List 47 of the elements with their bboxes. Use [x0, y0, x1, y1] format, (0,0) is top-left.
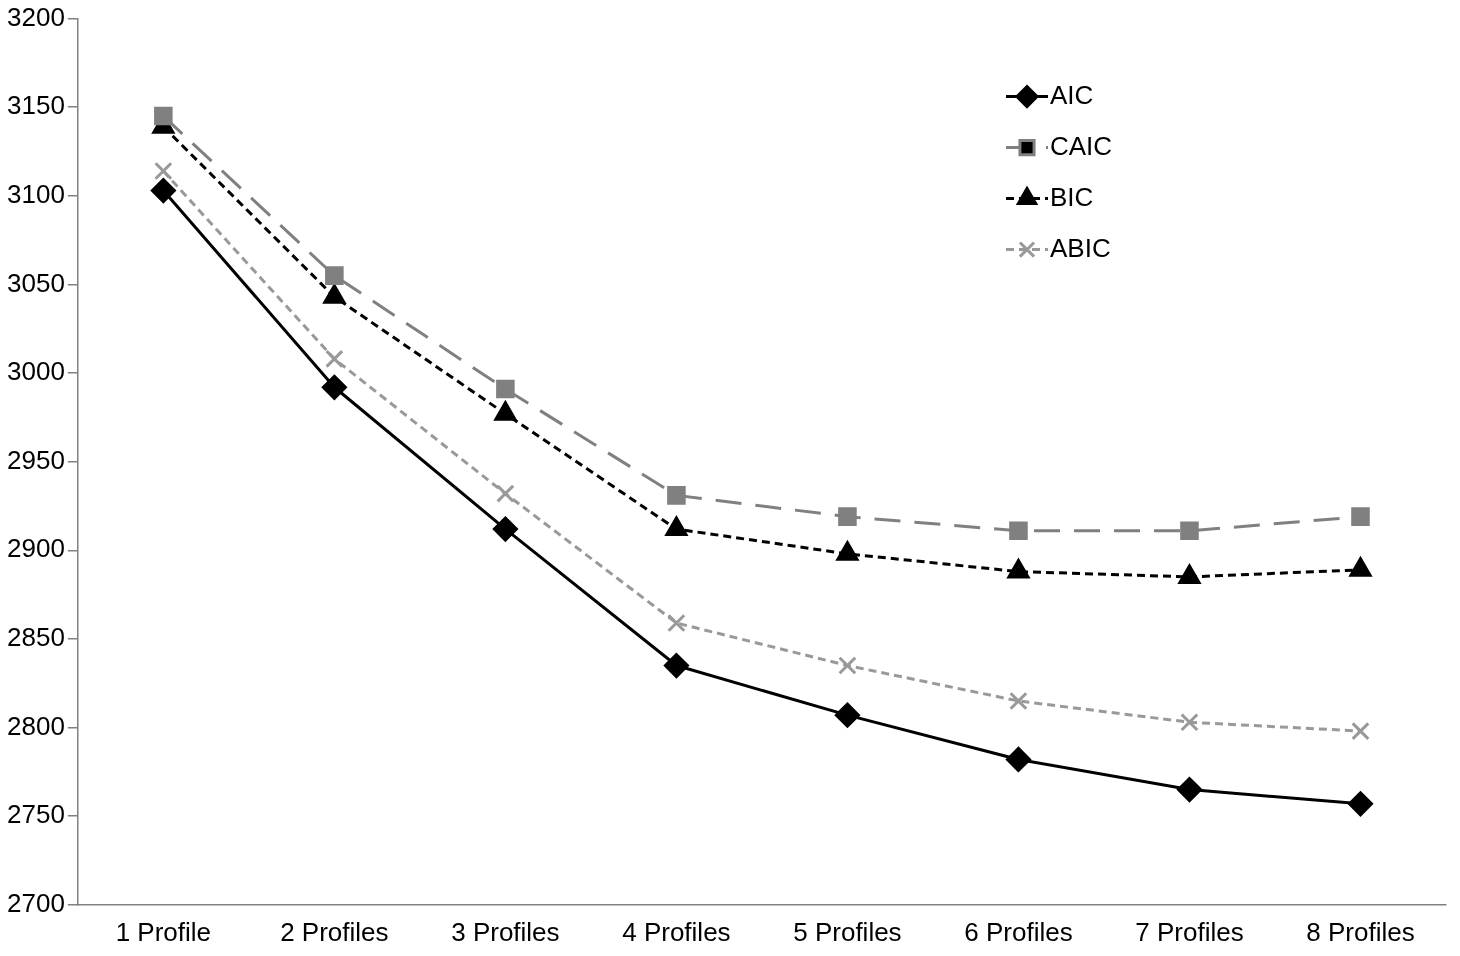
x-tick-label: 1 Profile — [115, 916, 212, 947]
y-tick-label: 3150 — [7, 90, 65, 121]
x-tick-label: 8 Profiles — [1306, 916, 1415, 947]
y-tick-label: 3200 — [7, 1, 65, 32]
y-tick-label: 2700 — [7, 887, 65, 918]
point — [321, 374, 347, 400]
y-tick-label: 2950 — [7, 444, 65, 475]
point — [496, 484, 515, 503]
point — [492, 516, 518, 542]
y-tick-label: 3100 — [7, 179, 65, 210]
point — [1351, 721, 1370, 741]
x-tick-label: 3 Profiles — [451, 916, 560, 947]
x-tick-label: 2 Profiles — [280, 916, 389, 947]
x-tick-label: 6 Profiles — [964, 916, 1073, 947]
legend-label: BIC — [1050, 181, 1094, 212]
y-tick-label: 2900 — [7, 533, 65, 564]
legend-label: ABIC — [1050, 232, 1111, 263]
point — [838, 507, 857, 526]
point — [1180, 712, 1199, 732]
x-tick-label: 5 Profiles — [793, 916, 902, 947]
point — [1176, 777, 1202, 803]
point — [1005, 746, 1031, 772]
x-tick-label: 4 Profiles — [622, 916, 731, 947]
point — [667, 613, 686, 633]
point — [1009, 691, 1028, 711]
point — [1351, 507, 1370, 526]
y-tick-label: 2750 — [7, 799, 65, 830]
y-tick-label: 3000 — [7, 356, 65, 387]
point — [150, 178, 176, 204]
point — [1009, 521, 1028, 541]
point — [325, 266, 344, 285]
point — [325, 349, 344, 369]
point — [1347, 791, 1373, 817]
y-tick-label: 2800 — [7, 710, 65, 741]
point — [1180, 521, 1199, 541]
point — [663, 653, 689, 679]
y-tick-label: 2850 — [7, 622, 65, 653]
legend-label: CAIC — [1050, 130, 1113, 161]
point — [154, 161, 173, 181]
point — [838, 656, 857, 675]
legend-label: AIC — [1050, 79, 1094, 110]
point — [834, 702, 860, 728]
x-tick-label: 7 Profiles — [1135, 916, 1244, 947]
point — [667, 486, 686, 505]
point — [154, 106, 173, 126]
y-tick-label: 3050 — [7, 267, 65, 298]
point — [496, 379, 515, 399]
